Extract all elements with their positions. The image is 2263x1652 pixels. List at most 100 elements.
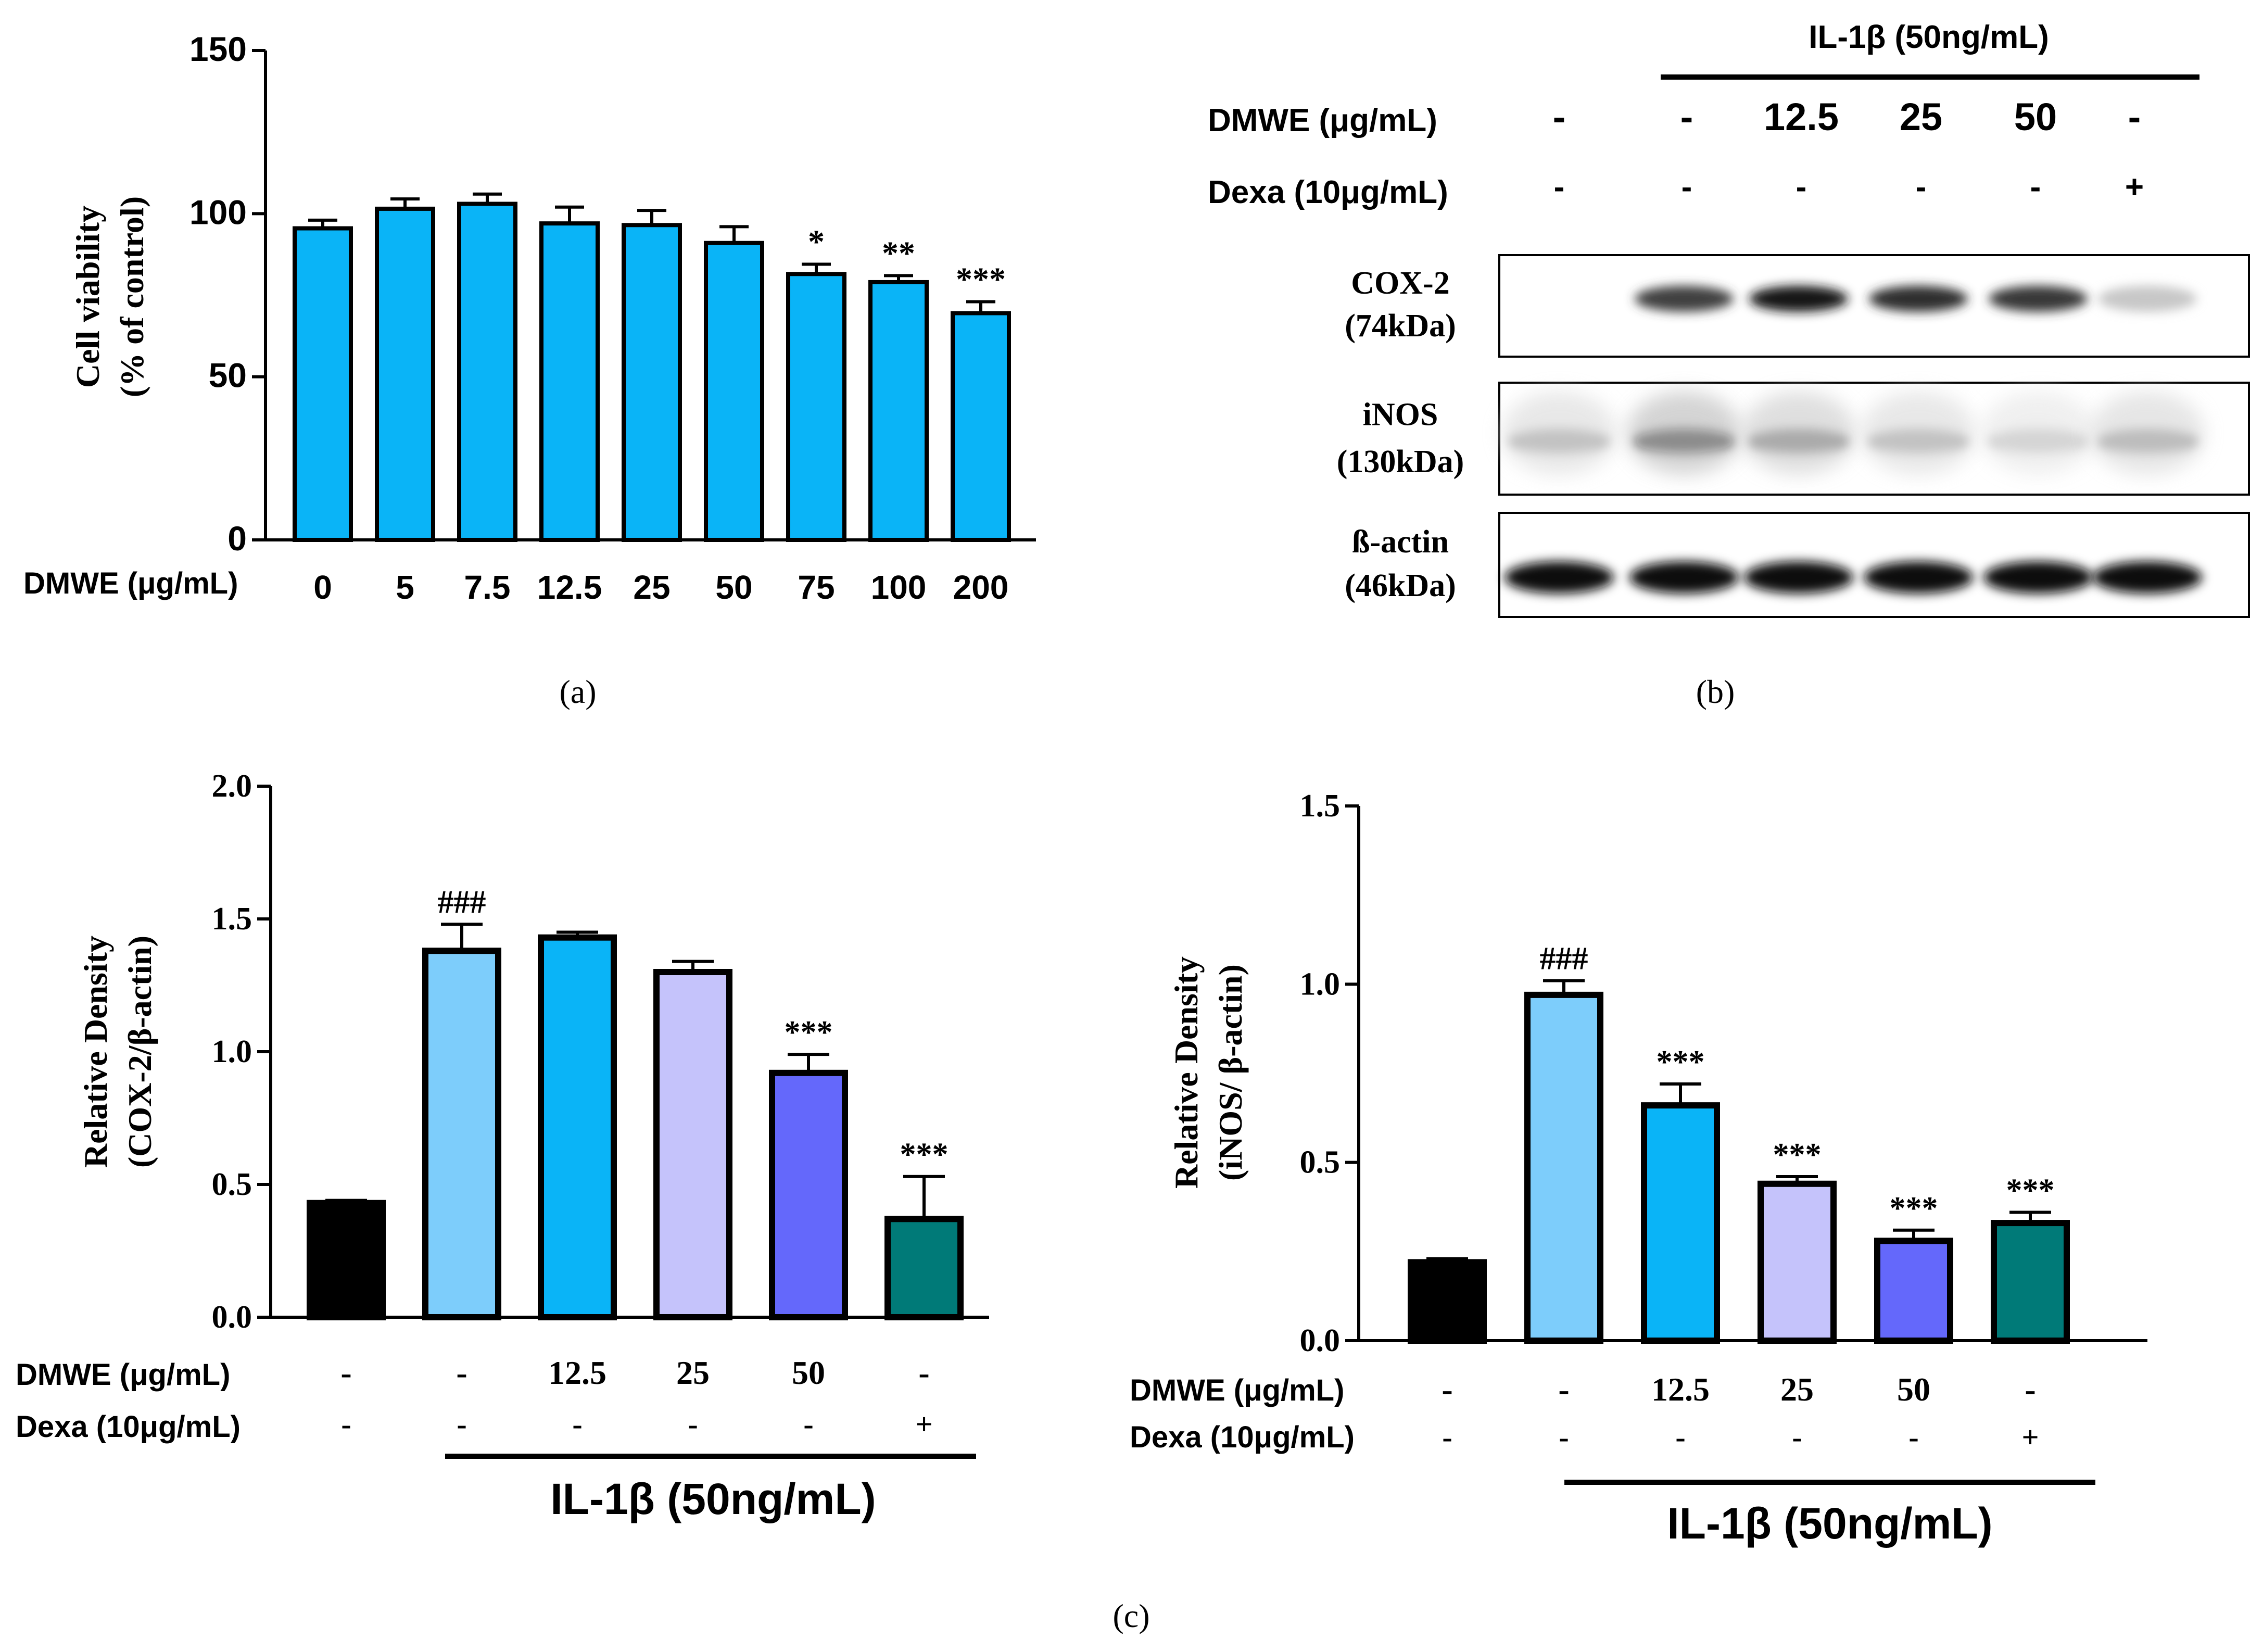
panel-c1-dmwe-value: - — [456, 1354, 467, 1391]
panel-b-dexa-value: - — [1682, 169, 1692, 205]
panel-a-bar — [539, 221, 600, 542]
panel-c1-significance-mark: *** — [785, 1015, 833, 1050]
panel-c2-dexa-value: - — [1442, 1420, 1452, 1454]
panel-c2-treatment-values: - - 12.5 25 50 - - - - - - + — [1442, 1371, 2039, 1454]
blot-protein-name: ß-actin — [1352, 524, 1449, 560]
panel-b-dexa-value: - — [2030, 169, 2041, 205]
panel-c-inos-chart: Relative Density (iNOS/ β-actin) 0.0 0.5 1… — [1130, 788, 2147, 1548]
panel-a-bar — [786, 272, 846, 542]
panel-c2-dexa-label: Dexa (10μg/mL) — [1130, 1420, 1355, 1454]
blot-smear — [2090, 391, 2205, 475]
panel-c-caption: (c) — [1112, 1597, 1149, 1634]
panel-c2-dmwe-value: - — [2025, 1371, 2036, 1408]
panel-c1-dexa-value: - — [341, 1407, 351, 1441]
blot-band — [1744, 561, 1853, 594]
panel-b-dexa-value: - — [1796, 169, 1807, 205]
panel-b-dexa-values: - - - - - + — [1554, 169, 2144, 205]
panel-c2-dexa-value: + — [2021, 1420, 2039, 1454]
panel-c1-bar — [769, 1069, 848, 1321]
panel-c1-treatment-values: - - 12.5 25 50 - - - - - - + — [340, 1354, 932, 1441]
panel-c1-dmwe-value: - — [918, 1354, 929, 1391]
panel-c1-significance-mark: ### — [438, 885, 486, 920]
panel-a-bar — [457, 201, 517, 542]
panel-c1-dexa-value: + — [915, 1407, 932, 1441]
panel-c2-dexa-value: - — [1908, 1420, 1918, 1454]
panel-a-bar — [951, 311, 1011, 542]
panel-a-bar — [704, 241, 764, 542]
panel-c2-dexa-value: - — [1559, 1420, 1569, 1454]
panel-c1-dexa-value: - — [457, 1407, 466, 1441]
panel-c2-ylabel-line1: Relative Density — [1168, 956, 1205, 1189]
blot-band — [2098, 285, 2197, 312]
panel-b-dexa-label: Dexa (10μg/mL) — [1208, 174, 1448, 210]
panel-a-y-tick-label: 50 — [209, 356, 247, 395]
blot-smear — [1502, 391, 1616, 475]
blot-band — [1864, 561, 1973, 594]
panel-c1-bar — [307, 1200, 386, 1320]
panel-a-significance-mark: * — [808, 223, 825, 260]
panel-c2-significance-mark: *** — [1773, 1137, 1822, 1172]
panel-a-y-tick-label: 0 — [227, 519, 247, 558]
panel-c1-y-tick-label: 0.5 — [212, 1167, 252, 1202]
panel-c2-ylabel-line2: (iNOS/ β-actin) — [1212, 964, 1249, 1181]
panel-b-dexa-value: + — [2125, 169, 2144, 205]
panel-c2-y-tick-label: 0.0 — [1300, 1323, 1341, 1358]
blot-band — [1983, 561, 2093, 594]
panel-c2-dexa-value: - — [1675, 1420, 1685, 1454]
panel-a-x-tick-label: 12.5 — [537, 569, 602, 606]
panel-c1-y-tick-label: 2.0 — [212, 768, 252, 804]
blot-band — [1869, 285, 1968, 312]
panel-c2-y-tick-label: 1.5 — [1300, 788, 1341, 824]
panel-c2-bar — [1524, 991, 1603, 1344]
panel-c1-dmwe-label: DMWE (μg/mL) — [16, 1358, 230, 1392]
blot-protein-name: iNOS — [1363, 397, 1438, 433]
panel-b-dexa-value: - — [1554, 169, 1565, 205]
blot-band — [2093, 561, 2202, 594]
panel-a-x-tick-label: 75 — [798, 569, 835, 606]
panel-c2-significance-mark: ### — [1540, 941, 1588, 976]
panel-c1-dexa-label: Dexa (10μg/mL) — [16, 1410, 241, 1444]
panel-c2-y-tick-label: 0.5 — [1300, 1145, 1341, 1180]
panel-a-x-tick-label: 25 — [633, 569, 670, 606]
panel-c1-y-tick-label: 0.0 — [212, 1300, 252, 1335]
panel-b-dmwe-value: 50 — [2014, 95, 2057, 138]
panel-c1-il1b-label: IL-1β (50ng/mL) — [550, 1474, 876, 1523]
panel-c1-dmwe-value: 50 — [792, 1354, 825, 1391]
panel-c2-dexa-value: - — [1792, 1420, 1802, 1454]
panel-c2-bar — [1991, 1220, 2070, 1344]
panel-c2-significance-mark: *** — [1657, 1044, 1705, 1080]
panel-a-x-tick-label: 100 — [871, 569, 927, 606]
panel-a-row-label: DMWE (μg/mL) — [23, 566, 238, 600]
blot-band — [1505, 561, 1614, 594]
panel-a-ylabel-line2: (% of control) — [113, 196, 150, 397]
panel-c1-bar — [884, 1216, 964, 1321]
panel-a-x-tick-label: 200 — [953, 569, 1009, 606]
panel-b-dmwe-values: - - 12.5 25 50 - — [1553, 95, 2141, 138]
panel-c2-dmwe-value: 12.5 — [1651, 1371, 1710, 1408]
panel-a-bar — [375, 206, 435, 542]
panel-c2-bars: ### *** *** *** *** — [1408, 941, 2070, 1344]
panel-c1-ylabel-line2: (COX-2/β-actin) — [121, 936, 158, 1168]
panel-c2-dmwe-value: 25 — [1780, 1371, 1814, 1408]
panel-c1-y-tick-label: 1.0 — [212, 1034, 252, 1069]
panel-b-dmwe-value: - — [2128, 95, 2141, 138]
panel-c2-bar — [1874, 1238, 1953, 1344]
panel-c1-significance-mark: *** — [900, 1137, 949, 1172]
panel-c1-dexa-value: - — [688, 1407, 698, 1441]
panel-c2-bar — [1758, 1180, 1837, 1344]
panel-c1-bars: ### *** *** — [307, 885, 964, 1321]
panel-c2-dmwe-value: 50 — [1897, 1371, 1930, 1408]
panel-a-significance-mark: ** — [882, 234, 915, 271]
panel-b-western-blot: IL-1β (50ng/mL) DMWE (μg/mL) Dexa (10μg/… — [1208, 19, 2250, 710]
panel-b-dmwe-value: 12.5 — [1764, 95, 1839, 138]
panel-a-x-tick-label: 0 — [313, 569, 332, 606]
panel-a-y-tick-label: 150 — [189, 30, 247, 68]
panel-c2-bar — [1408, 1259, 1487, 1344]
panel-c-cox2-chart: Relative Density (COX-2/β-actin) 0.0 0.5 1… — [16, 768, 989, 1523]
panel-c2-dmwe-value: - — [1558, 1371, 1569, 1408]
blot-lane-1: iNOS (130kDa) — [1337, 382, 2250, 496]
panel-a-bar — [868, 280, 929, 543]
panel-c2-dmwe-value: - — [1442, 1371, 1452, 1408]
blot-protein-name: COX-2 — [1351, 266, 1449, 301]
